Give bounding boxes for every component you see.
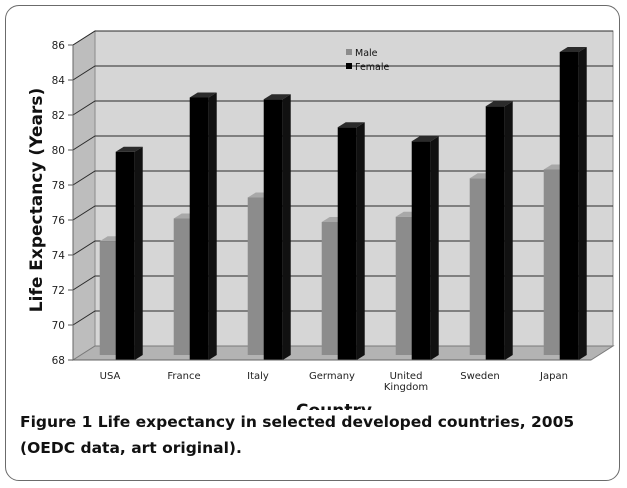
caption-text: Life expectancy in selected developed co… (20, 413, 575, 457)
y-tick-label: 84 (52, 75, 66, 87)
bar-front (173, 218, 193, 355)
y-axis-title: Life Expectancy (Years) (27, 88, 47, 312)
bar-front (411, 141, 431, 360)
y-tick-label: 72 (52, 285, 65, 297)
gridline (72, 240, 613, 256)
bar-top (115, 146, 143, 152)
x-tick-label: Japan (539, 371, 568, 382)
caption-label: Figure 1 (20, 413, 98, 431)
gridline (72, 205, 613, 221)
x-tick-label: Italy (247, 371, 269, 382)
x-axis-title: Country (296, 401, 372, 410)
gridline (72, 135, 613, 151)
y-tick-label: 70 (52, 320, 65, 332)
chart: 68 70 72 74 76 78 80 82 84 86 USA France Italy German… (27, 30, 615, 410)
gridline (72, 170, 613, 186)
bar-side (208, 92, 217, 360)
bar-front (543, 169, 563, 355)
bar-front (337, 127, 357, 360)
bar-front (559, 52, 579, 360)
legend-label: Male (355, 48, 378, 59)
bar-side (282, 94, 291, 360)
y-tick-label: 78 (52, 180, 65, 192)
bar-top (189, 92, 217, 98)
x-tick-label: France (167, 371, 200, 382)
y-tick-label: 76 (52, 215, 66, 227)
bar-female (263, 94, 291, 360)
x-tick-label: Sweden (460, 371, 500, 382)
legend-swatch (346, 49, 352, 55)
bar-top (411, 136, 439, 142)
bar-front (247, 197, 267, 355)
legend-label: Female (355, 62, 390, 73)
y-tick-label: 82 (52, 110, 65, 122)
bar-female (115, 146, 143, 360)
bar-front (99, 241, 119, 355)
bar-front (263, 99, 283, 360)
bar-side (134, 146, 143, 360)
bar-female (411, 136, 439, 360)
x-tick-label: Germany (309, 371, 355, 382)
bar-top (337, 122, 365, 128)
y-tick-label: 74 (52, 250, 66, 262)
bar-front (485, 106, 505, 360)
gridline (72, 310, 613, 326)
y-tick-label: 80 (52, 145, 65, 157)
gridline (72, 65, 613, 81)
bar-female (189, 92, 217, 360)
x-tick-label: USA (100, 371, 121, 382)
x-tick-label: United (390, 371, 423, 382)
bar-top (263, 94, 291, 100)
bar-side (430, 136, 439, 360)
y-tick-label: 68 (52, 355, 65, 367)
bar-front (395, 216, 415, 355)
bar-front (115, 151, 135, 360)
bar-side (578, 47, 587, 360)
figure-caption: Figure 1 Life expectancy in selected dev… (20, 409, 615, 461)
bar-top (485, 101, 513, 107)
x-tick-label: Kingdom (384, 382, 428, 393)
bar-front (321, 222, 341, 355)
gridline (72, 100, 613, 116)
gridline (72, 275, 613, 291)
bar-side (504, 101, 513, 360)
bar-female (337, 122, 365, 360)
plot-side-wall (72, 30, 96, 361)
bar-female (559, 47, 587, 360)
gridline (72, 30, 613, 46)
legend-swatch (346, 63, 352, 69)
bar-front (189, 97, 209, 360)
bar-front (469, 178, 489, 355)
bar-side (356, 122, 365, 360)
y-tick-label: 86 (52, 40, 66, 52)
bar-female (485, 101, 513, 360)
bar-top (559, 47, 587, 52)
